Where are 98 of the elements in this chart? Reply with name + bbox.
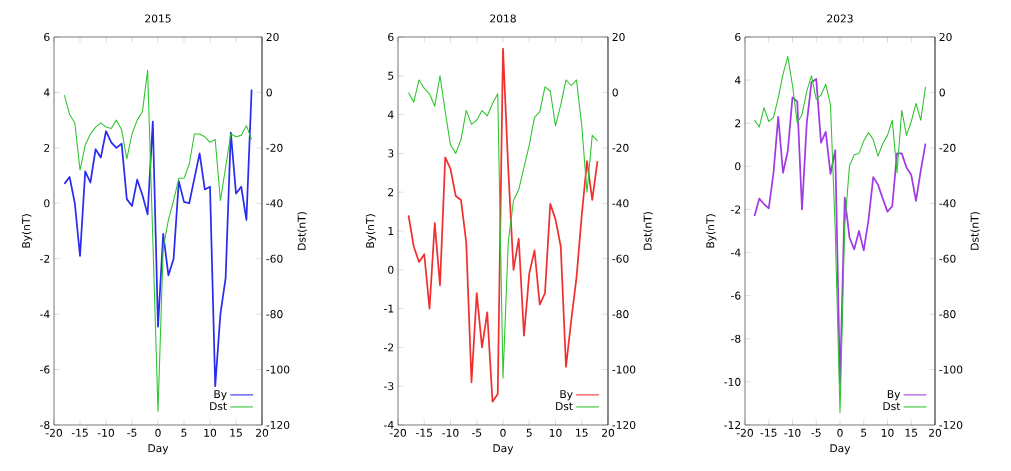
x-tick-label: -15: [760, 428, 777, 437]
x-tick-label: 20: [255, 428, 269, 437]
x-tick-label: -10: [442, 428, 459, 437]
x-tick-label: 15: [905, 428, 918, 437]
y2-tick-label: 0: [939, 88, 945, 97]
y2-tick-label: -60: [612, 254, 629, 263]
x-tick-label: -5: [471, 428, 482, 437]
x-tick-label: 10: [204, 428, 217, 437]
y-tick-label: -2: [384, 343, 394, 352]
y2-tick-label: -20: [939, 143, 956, 152]
y2-tick-label: -40: [939, 199, 956, 208]
y-tick-label: -6: [731, 291, 741, 300]
y2-tick-label: -80: [612, 310, 629, 319]
y2-tick-label: -100: [612, 365, 636, 374]
y-tick-label: -8: [40, 420, 50, 430]
y2-tick-label: -120: [266, 420, 290, 430]
y-tick-label: -12: [724, 421, 741, 429]
y-tick-label: 6: [44, 32, 50, 42]
y-tick-label: 2: [388, 188, 394, 197]
y2-tick-label: -120: [939, 420, 963, 430]
y-tick-label: 4: [734, 76, 741, 84]
legend-label: By: [214, 390, 227, 401]
y-tick-label: -2: [731, 205, 741, 214]
legend-label: By: [560, 390, 573, 401]
x-tick-label: -10: [97, 428, 115, 437]
x-axis-title: Day: [830, 444, 851, 455]
y-tick-label: 3: [388, 149, 394, 158]
y2-tick-label: -60: [266, 254, 283, 263]
x-tick-label: -20: [389, 428, 407, 437]
x-tick-label: -20: [45, 428, 63, 437]
y-tick-label: 0: [44, 199, 50, 208]
x-tick-label: 5: [526, 428, 532, 437]
y-tick-label: 1: [388, 227, 394, 235]
x-tick-label: 5: [181, 428, 187, 437]
x-tick-label: 15: [576, 428, 588, 437]
y-tick-label: 6: [735, 32, 741, 42]
chart-title: 2023: [827, 14, 853, 23]
y2-axis-title: Dst(nT): [643, 212, 653, 250]
x-tick-label: 15: [230, 428, 242, 437]
y-tick-label: -4: [731, 248, 741, 257]
y2-tick-label: -100: [939, 365, 963, 374]
x-axis-title: Day: [148, 444, 169, 455]
y2-tick-label: -40: [612, 199, 629, 208]
y-tick-label: 4: [43, 88, 50, 97]
x-tick-label: -15: [416, 428, 433, 437]
y-tick-label: -1: [384, 304, 394, 313]
y-tick-label: 0: [388, 265, 394, 274]
x-tick-label: 10: [881, 428, 894, 437]
y2-tick-label: -40: [266, 199, 283, 208]
y-tick-label: -6: [40, 365, 50, 374]
legend-label: By: [887, 390, 901, 401]
y2-axis-title: Dst(nT): [297, 212, 307, 250]
y-tick-label: 0: [735, 162, 741, 171]
y2-tick-label: -80: [939, 310, 956, 319]
y-tick-label: 2: [735, 119, 741, 128]
y-tick-label: -3: [384, 382, 394, 391]
y2-tick-label: -60: [939, 254, 956, 263]
y-axis-title: By(nT): [21, 214, 33, 248]
y-axis-title: By(nT): [365, 214, 377, 248]
y-tick-label: 4: [387, 110, 394, 119]
y-tick-label: 6: [388, 32, 394, 42]
x-tick-label: 10: [549, 428, 562, 437]
y2-tick-label: -100: [266, 365, 290, 374]
y2-tick-label: 20: [939, 32, 952, 42]
y2-tick-label: 20: [612, 32, 625, 42]
y-axis-title: By(nT): [706, 214, 717, 248]
y2-tick-label: -80: [266, 310, 283, 319]
x-tick-label: 0: [500, 428, 506, 437]
x-tick-label: 20: [601, 428, 615, 437]
y2-axis-title: Dst(nT): [970, 212, 980, 250]
y-tick-label: -4: [384, 421, 394, 429]
y-tick-label: -10: [724, 377, 741, 386]
y2-tick-label: 20: [266, 32, 279, 42]
y-tick-label: -2: [40, 254, 50, 263]
y2-tick-label: 0: [266, 88, 272, 97]
chart-title: 2015: [145, 14, 171, 23]
y-tick-label: -8: [731, 334, 741, 343]
x-tick-label: 20: [928, 428, 942, 437]
x-tick-label: 0: [837, 428, 843, 437]
y-tick-label: -4: [40, 310, 50, 319]
x-axis-title: Day: [493, 444, 514, 455]
x-tick-label: -10: [784, 428, 801, 437]
x-tick-label: 5: [861, 428, 867, 437]
legend-label: Dst: [556, 402, 573, 411]
chart-title: 2018: [490, 14, 516, 23]
y2-tick-label: -20: [612, 143, 629, 152]
x-tick-label: -15: [71, 428, 88, 437]
legend-label: Dst: [883, 402, 901, 411]
y-tick-label: 5: [388, 71, 394, 80]
legend-label: Dst: [210, 402, 227, 411]
y2-tick-label: -20: [266, 143, 283, 152]
x-tick-label: 0: [155, 428, 161, 437]
y2-tick-label: -120: [612, 420, 636, 430]
y2-tick-label: 0: [612, 88, 618, 97]
x-tick-label: -5: [127, 428, 137, 437]
y-tick-label: 2: [44, 143, 50, 152]
x-tick-label: -20: [736, 428, 754, 437]
x-tick-label: -5: [811, 428, 821, 437]
